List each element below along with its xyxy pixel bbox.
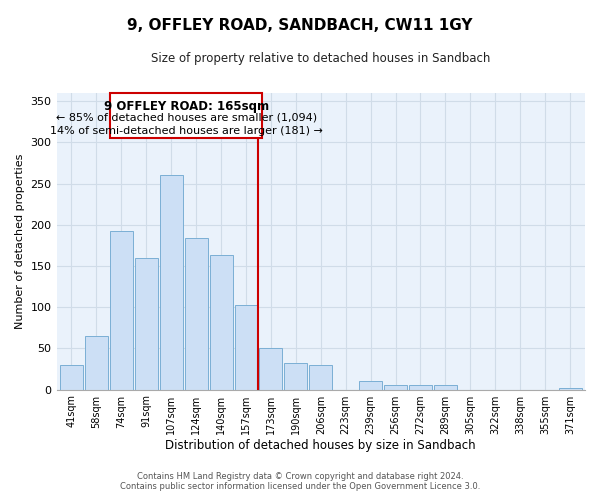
Text: 9, OFFLEY ROAD, SANDBACH, CW11 1GY: 9, OFFLEY ROAD, SANDBACH, CW11 1GY [127,18,473,32]
Bar [85,336,108,390]
Bar [135,258,158,390]
FancyBboxPatch shape [110,93,262,138]
Bar [310,365,332,390]
Text: Contains HM Land Registry data © Crown copyright and database right 2024.: Contains HM Land Registry data © Crown c… [137,472,463,481]
Text: Contains public sector information licensed under the Open Government Licence 3.: Contains public sector information licen… [120,482,480,491]
Bar [60,365,83,390]
Bar [384,386,407,390]
Bar [185,238,208,390]
Bar [209,256,233,390]
Text: 14% of semi-detached houses are larger (181) →: 14% of semi-detached houses are larger (… [50,126,323,136]
Title: Size of property relative to detached houses in Sandbach: Size of property relative to detached ho… [151,52,490,66]
Bar [110,230,133,390]
Bar [434,386,457,390]
Bar [284,363,307,390]
Bar [235,304,257,390]
Text: ← 85% of detached houses are smaller (1,094): ← 85% of detached houses are smaller (1,… [56,113,317,123]
X-axis label: Distribution of detached houses by size in Sandbach: Distribution of detached houses by size … [166,440,476,452]
Bar [259,348,283,390]
Bar [160,174,182,390]
Y-axis label: Number of detached properties: Number of detached properties [15,154,25,329]
Bar [359,380,382,390]
Bar [409,386,432,390]
Bar [559,388,581,390]
Text: 9 OFFLEY ROAD: 165sqm: 9 OFFLEY ROAD: 165sqm [104,100,269,112]
